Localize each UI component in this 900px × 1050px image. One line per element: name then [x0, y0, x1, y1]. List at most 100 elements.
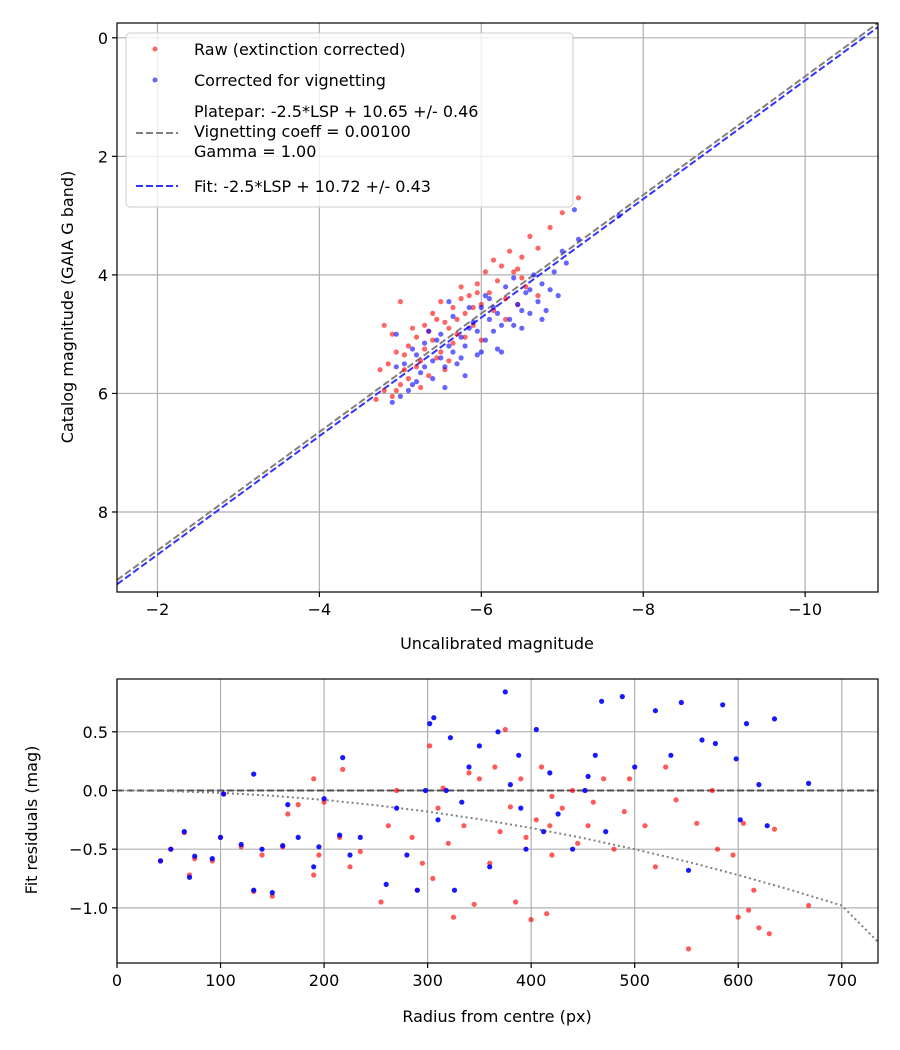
top-point-raw: [401, 352, 407, 358]
bottom-point-corrected: [181, 829, 187, 835]
bottom-point-raw: [295, 802, 301, 808]
bottom-point-corrected: [311, 864, 317, 870]
bottom-point-corrected: [756, 782, 762, 788]
bottom-plot-lines: [117, 789, 878, 943]
top-point-corrected: [413, 352, 420, 358]
top-point-corrected: [462, 343, 468, 349]
top-point-raw: [519, 275, 525, 281]
top-point-corrected: [393, 331, 399, 337]
bottom-point-raw: [340, 766, 346, 773]
top-point-corrected: [474, 352, 480, 358]
top-point-raw: [466, 293, 472, 299]
top-point-raw: [373, 396, 379, 402]
bottom-point-raw: [513, 899, 519, 905]
bottom-point-raw: [663, 764, 669, 770]
top-point-corrected: [446, 299, 452, 305]
top-point-corrected: [519, 325, 525, 331]
bottom-point-corrected: [414, 887, 420, 893]
bottom-point-raw: [466, 770, 472, 776]
bottom-point-corrected: [541, 829, 547, 835]
bottom-x-tick-label: 100: [205, 971, 236, 990]
bottom-point-raw: [507, 804, 513, 810]
top-point-corrected: [494, 346, 501, 352]
top-point-raw: [409, 325, 416, 331]
top-point-raw: [474, 290, 480, 296]
top-point-corrected: [389, 399, 395, 405]
bottom-point-raw: [771, 826, 778, 832]
bottom-point-raw: [311, 872, 317, 878]
top-point-corrected: [539, 281, 545, 287]
bottom-point-corrected: [285, 802, 291, 808]
bottom-point-corrected: [157, 858, 164, 864]
top-point-raw: [486, 290, 492, 296]
top-point-raw: [389, 331, 395, 337]
top-x-tick-label: −4: [308, 600, 332, 619]
bottom-plot-frame: [116, 678, 879, 964]
top-point-raw: [454, 331, 460, 337]
top-point-raw: [507, 248, 513, 254]
bottom-point-corrected: [168, 846, 174, 852]
top-point-raw: [393, 349, 399, 355]
legend-box: [125, 32, 574, 208]
top-point-raw: [397, 382, 403, 388]
top-plot-fit-lines: [117, 23, 878, 586]
top-point-raw: [462, 334, 468, 340]
bottom-point-corrected: [316, 844, 322, 850]
bottom-point-corrected: [476, 743, 482, 749]
bottom-point-corrected: [495, 729, 501, 735]
top-point-raw: [418, 358, 424, 364]
bottom-point-corrected: [771, 716, 778, 722]
top-point-corrected: [511, 275, 517, 281]
top-point-corrected: [498, 322, 505, 328]
legend-marker-raw: [152, 46, 158, 52]
top-point-corrected: [555, 293, 561, 299]
bottom-line-vignetting-model: [117, 789, 878, 943]
bottom-point-raw: [694, 820, 700, 826]
bottom-point-corrected: [570, 846, 576, 852]
bottom-x-tick-label: 300: [412, 971, 443, 990]
bottom-point-corrected: [582, 787, 588, 794]
top-point-raw: [434, 355, 440, 361]
top-point-raw: [405, 376, 411, 382]
bottom-point-corrected: [280, 843, 286, 849]
top-point-corrected: [426, 328, 432, 334]
bottom-point-corrected: [295, 834, 301, 841]
top-plot-points: [373, 195, 622, 405]
bottom-point-corrected: [733, 756, 739, 762]
bottom-point-raw: [652, 864, 659, 870]
top-point-corrected: [519, 307, 525, 314]
top-y-tick-label: 8: [98, 503, 108, 522]
bottom-point-raw: [502, 726, 508, 733]
top-point-raw: [503, 316, 509, 322]
bottom-point-corrected: [533, 726, 539, 733]
top-y-axis-label: Catalog magnitude (GAIA G band): [58, 171, 77, 443]
bottom-point-corrected: [523, 846, 529, 852]
top-point-corrected: [563, 260, 569, 266]
top-point-corrected: [543, 307, 549, 314]
bottom-point-corrected: [431, 715, 437, 721]
top-point-corrected: [401, 361, 407, 367]
bottom-point-corrected: [603, 829, 609, 835]
top-point-raw: [535, 293, 541, 299]
bottom-point-corrected: [599, 698, 605, 704]
bottom-point-raw: [533, 817, 539, 823]
top-point-raw: [527, 233, 533, 239]
bottom-x-tick-label: 400: [516, 971, 547, 990]
bottom-point-raw: [538, 764, 545, 770]
bottom-point-raw: [559, 805, 565, 811]
top-x-tick-label: −6: [470, 600, 494, 619]
top-point-corrected: [498, 349, 505, 355]
top-point-raw: [430, 310, 436, 316]
bottom-point-raw: [621, 809, 627, 815]
bottom-point-corrected: [547, 770, 553, 776]
top-point-raw: [523, 284, 529, 290]
bottom-point-raw: [357, 848, 363, 855]
top-x-axis-label: Uncalibrated magnitude: [400, 634, 594, 653]
bottom-point-raw: [450, 914, 457, 920]
legend-label-platepar: Platepar: -2.5*LSP + 10.65 +/- 0.46 Vign…: [194, 102, 484, 161]
bottom-point-raw: [409, 834, 415, 841]
top-y-tick-label: 0: [98, 29, 108, 48]
top-point-raw: [413, 334, 420, 340]
bottom-point-raw: [730, 852, 736, 858]
bottom-point-raw: [626, 776, 633, 782]
